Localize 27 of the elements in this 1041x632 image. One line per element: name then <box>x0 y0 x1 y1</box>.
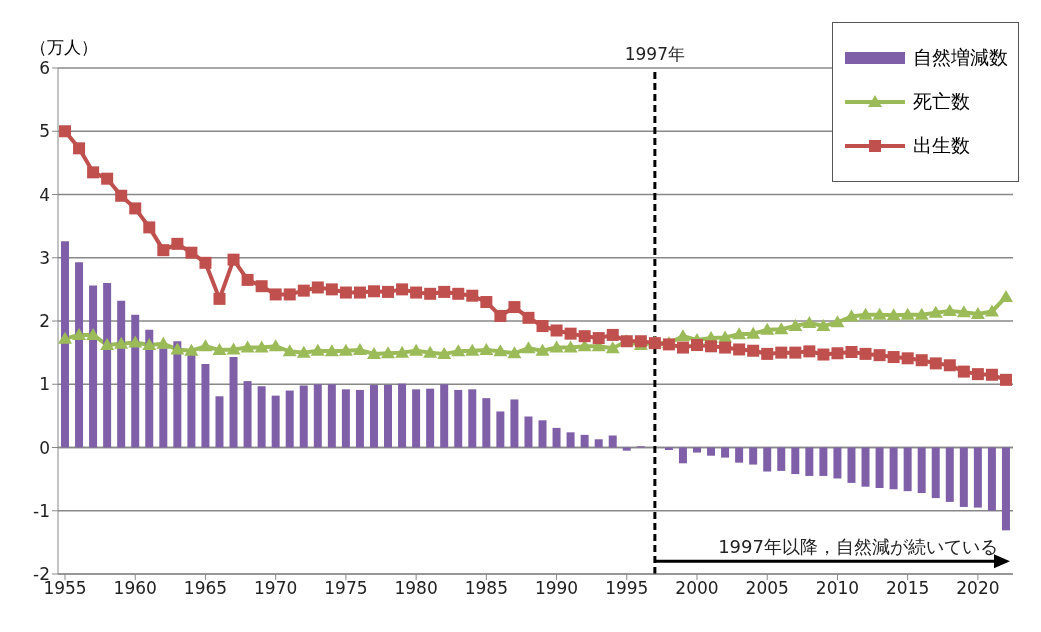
x-tick-label: 2000 <box>675 578 719 599</box>
x-tick-label: 1960 <box>113 578 157 599</box>
x-tick-label: 2005 <box>745 578 789 599</box>
legend-label: 自然増減数 <box>913 45 1008 70</box>
legend-label: 死亡数 <box>913 89 970 114</box>
x-tick-label: 2015 <box>886 578 930 599</box>
y-tick-label: 1 <box>39 374 50 395</box>
x-tick-label: 2020 <box>956 578 1000 599</box>
x-tick-label: 1980 <box>394 578 438 599</box>
y-tick-label: 3 <box>39 247 50 268</box>
y-tick-label: 2 <box>39 311 50 332</box>
x-tick-label: 1970 <box>254 578 298 599</box>
y-tick-label: 5 <box>39 121 50 142</box>
y-tick-label: -1 <box>33 500 50 521</box>
x-tick-label: 1975 <box>324 578 368 599</box>
x-tick-label: 1985 <box>464 578 508 599</box>
ref-line-label: 1997年 <box>624 44 686 64</box>
y-tick-label: 0 <box>39 437 50 458</box>
y-tick-label: 6 <box>39 58 50 79</box>
x-tick-label: 1990 <box>534 578 579 599</box>
x-tick-label: 1995 <box>605 578 649 599</box>
annotation: 1997年以降，自然減が続いている <box>718 536 998 558</box>
y-axis-title: （万人） <box>30 36 98 59</box>
y-tick-label: 4 <box>39 184 50 205</box>
x-tick-label: 2010 <box>815 578 860 599</box>
legend-label: 出生数 <box>913 133 970 158</box>
x-tick-label: 1965 <box>183 578 228 599</box>
